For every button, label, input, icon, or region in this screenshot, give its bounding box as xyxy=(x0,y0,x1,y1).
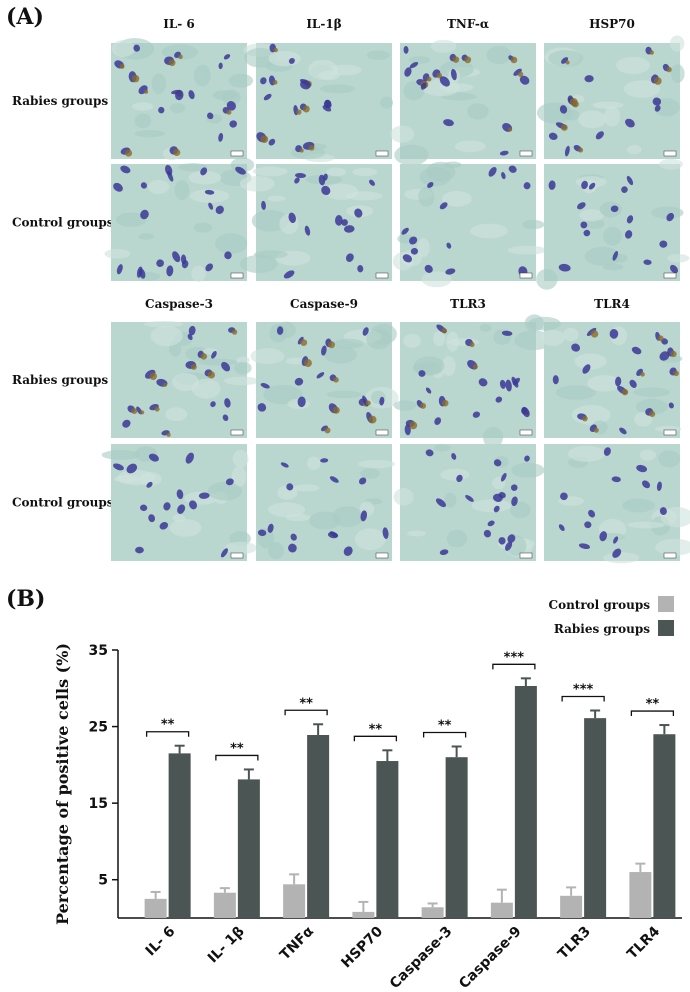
scale-bar xyxy=(375,150,389,157)
bar xyxy=(421,907,444,918)
micrograph-tile xyxy=(536,35,685,159)
x-tick-label: HSP70 xyxy=(338,923,386,971)
scale-bar xyxy=(230,272,244,279)
significance-label: ** xyxy=(646,697,660,712)
x-tick-label: Caspase-3 xyxy=(387,924,456,992)
significance-bracket xyxy=(630,710,675,717)
significance-bracket xyxy=(492,663,536,670)
micrograph-tile xyxy=(393,314,554,448)
bar xyxy=(653,734,676,918)
bar xyxy=(560,895,583,918)
significance-label: ** xyxy=(299,696,313,711)
bar xyxy=(144,898,167,918)
significance-bracket xyxy=(561,695,605,702)
micrograph-tile xyxy=(243,43,393,163)
bar xyxy=(213,892,236,918)
bar xyxy=(283,884,306,918)
bar xyxy=(168,753,191,918)
x-tick-label: Caspase-9 xyxy=(456,924,525,992)
bar xyxy=(352,911,375,918)
scale-bar xyxy=(663,552,677,559)
micrograph-tile xyxy=(111,38,254,161)
legend-label: Control groups xyxy=(549,598,651,612)
micrograph-tile xyxy=(239,164,392,281)
group-row-label: Rabies groups xyxy=(12,373,108,387)
significance-bracket xyxy=(284,709,328,716)
significance-bracket xyxy=(353,735,398,742)
scale-bar xyxy=(663,272,677,279)
scale-bar xyxy=(230,552,244,559)
marker-label: IL- 6 xyxy=(163,17,195,31)
micrograph-tile xyxy=(101,444,258,561)
scale-bar xyxy=(663,150,677,157)
micrograph-tile xyxy=(544,444,690,564)
scale-bar xyxy=(519,272,533,279)
marker-label: Caspase-9 xyxy=(290,297,358,311)
bar xyxy=(514,685,537,918)
significance-label: ** xyxy=(369,722,383,737)
scale-bar xyxy=(375,552,389,559)
scale-bar xyxy=(519,429,533,436)
x-tick-label: IL- 1β xyxy=(205,924,248,967)
y-tick-label: 5 xyxy=(98,873,108,889)
scale-bar xyxy=(230,429,244,436)
bar xyxy=(307,734,330,918)
scale-bar xyxy=(375,272,389,279)
marker-label: IL-1β xyxy=(306,17,341,31)
scale-bar xyxy=(663,429,677,436)
y-axis-label: Percentage of positive cells (%) xyxy=(53,643,72,925)
scale-bar xyxy=(375,429,389,436)
bar xyxy=(376,761,399,918)
micrograph-tile xyxy=(111,320,260,438)
significance-label: ** xyxy=(438,718,452,733)
micrograph-tile xyxy=(250,321,399,438)
y-tick-label: 15 xyxy=(89,796,108,812)
panel-b-label: (B) xyxy=(6,586,46,612)
scale-bar xyxy=(230,150,244,157)
micrograph-tile xyxy=(536,158,690,290)
bar xyxy=(490,902,513,918)
x-tick-label: TLR3 xyxy=(555,924,594,963)
bar xyxy=(445,757,468,918)
y-tick-label: 35 xyxy=(89,643,108,659)
x-tick-label: IL- 6 xyxy=(143,924,179,960)
x-tick-label: TNFα xyxy=(277,923,317,963)
micrograph-tile xyxy=(392,161,547,288)
legend-swatch xyxy=(658,596,674,612)
micrograph-tile xyxy=(390,39,536,166)
group-row-label: Control groups xyxy=(12,216,114,230)
micrograph-tile xyxy=(527,316,683,438)
group-row-label: Rabies groups xyxy=(12,94,108,108)
marker-label: TLR3 xyxy=(450,297,486,311)
bar xyxy=(584,718,607,918)
significance-bracket xyxy=(145,731,190,737)
scale-bar xyxy=(519,150,533,157)
significance-bracket xyxy=(422,731,467,738)
panel-a-label: (A) xyxy=(6,4,44,30)
group-row-label: Control groups xyxy=(12,496,114,510)
micrograph-tile xyxy=(256,444,396,561)
significance-label: ** xyxy=(230,741,244,756)
marker-label: Caspase-3 xyxy=(145,297,213,311)
marker-label: TNF-α xyxy=(447,17,489,31)
scale-bar xyxy=(519,552,533,559)
significance-label: *** xyxy=(504,650,525,665)
marker-label: HSP70 xyxy=(589,17,635,31)
significance-label: *** xyxy=(573,682,594,697)
legend-label: Rabies groups xyxy=(554,622,650,636)
bar xyxy=(237,779,260,918)
marker-label: TLR4 xyxy=(594,297,630,311)
micrograph-grid: IL- 6 IL-1β TNF-α HSP70 Caspase-3 Caspase-9 TL… xyxy=(12,17,690,564)
micrograph-tile xyxy=(393,444,545,561)
significance-bracket xyxy=(215,754,259,761)
legend-swatch xyxy=(658,620,674,636)
x-tick-label: TLR4 xyxy=(624,923,663,962)
y-tick-label: 25 xyxy=(89,720,108,736)
bar xyxy=(629,872,652,918)
significance-label: ** xyxy=(161,718,175,733)
